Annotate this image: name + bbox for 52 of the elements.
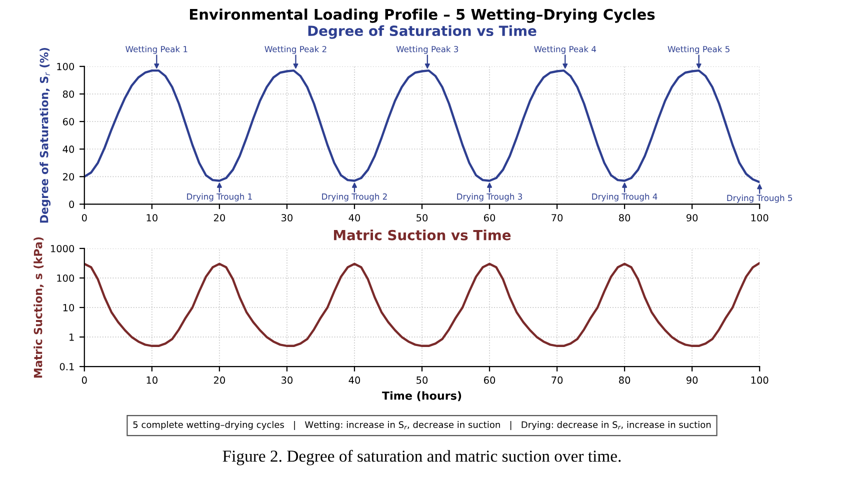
y-tick-label: 100 <box>57 274 74 282</box>
annotation: Wetting Peak 4 <box>534 46 596 54</box>
text: Environmental Loading Profile – 5 Wetting–Drying Cycles <box>190 8 655 23</box>
y-tick-label: 1 <box>70 334 74 341</box>
annotation: Drying Trough 5 <box>727 194 792 203</box>
annotation: Wetting Peak 5 <box>668 46 730 54</box>
x-tick-label: 0 <box>82 376 87 384</box>
x-tick-label: 30 <box>282 214 292 222</box>
chart-title: Degree of Saturation vs Time <box>308 25 536 39</box>
line-series <box>84 262 760 348</box>
x-tick-label: 90 <box>686 214 698 222</box>
y-tick-label: 40 <box>62 146 74 153</box>
annotation: Drying Trough 4 <box>592 193 658 202</box>
x-tick-label: 40 <box>348 214 360 222</box>
y-axis-title: Degree of Saturation, S$_{r}$ (%) <box>40 48 51 223</box>
x-tick-label: 0 <box>82 214 87 222</box>
x-tick-label: 80 <box>619 376 630 384</box>
annotation: Wetting Peak 3 <box>396 46 458 54</box>
annotation: Wetting Peak 1 <box>126 46 188 54</box>
x-tick-label: 100 <box>751 214 768 222</box>
annotation: Drying Trough 3 <box>457 193 522 202</box>
x-axis-title: Time (hours) <box>382 391 462 402</box>
x-tick-label: 50 <box>416 214 428 222</box>
x-tick-label: 20 <box>214 214 225 222</box>
x-tick-label: 60 <box>484 214 496 222</box>
caption: Figure 2. Degree of saturation and matric suction over time. <box>222 450 621 466</box>
annotation: Wetting Peak 2 <box>264 46 326 54</box>
x-tick-label: 70 <box>552 376 563 384</box>
x-tick-label: 100 <box>751 376 768 384</box>
chart-title: Matric Suction vs Time <box>334 230 511 240</box>
text: 5 complete wetting–drying cycles | Wetting: increase in S$_{r}$, decrease in suction | Drying: decrease in S$_{r}$, increase in suction <box>133 421 711 430</box>
y-tick-label: 20 <box>63 173 74 180</box>
y-tick-label: 1000 <box>51 244 74 252</box>
y-tick-label: 80 <box>62 90 74 98</box>
x-tick-label: 70 <box>552 214 563 222</box>
x-tick-label: 40 <box>348 376 360 384</box>
x-tick-label: 50 <box>416 376 428 384</box>
x-tick-label: 90 <box>686 376 698 384</box>
x-tick-label: 80 <box>619 214 630 222</box>
x-tick-label: 20 <box>214 376 225 384</box>
x-tick-label: 60 <box>484 376 496 384</box>
annotation: Drying Trough 1 <box>187 193 252 202</box>
x-tick-label: 10 <box>146 214 158 222</box>
y-tick-label: 0 <box>69 200 74 208</box>
y-tick-label: 0.1 <box>60 363 74 370</box>
annotation: Drying Trough 2 <box>322 193 387 202</box>
y-tick-label: 10 <box>63 304 74 312</box>
y-tick-label: 60 <box>62 118 74 126</box>
x-tick-label: 10 <box>146 376 158 384</box>
y-tick-label: 100 <box>57 62 74 70</box>
y-axis-title: Matric Suction, s (kPa) <box>34 237 44 378</box>
x-tick-label: 30 <box>282 376 292 384</box>
